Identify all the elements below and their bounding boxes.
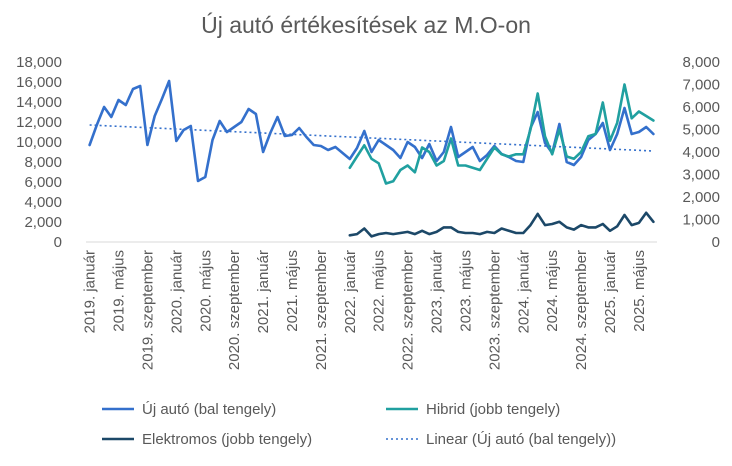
y-left-tick-label: 0 <box>54 234 62 251</box>
x-tick-label: 2021. május <box>284 250 301 332</box>
legend-label: Linear (Új autó (bal tengely)) <box>426 431 616 448</box>
x-tick-label: 2024. január <box>515 250 532 333</box>
x-tick-label: 2023. május <box>457 250 474 332</box>
y-left-tick-label: 10,000 <box>16 134 62 151</box>
y-left-tick-label: 14,000 <box>16 94 62 111</box>
x-tick-label: 2022. január <box>342 250 359 333</box>
series-line-uj-auto <box>88 79 655 183</box>
y-right-tick-label: 1,000 <box>682 212 720 229</box>
x-tick-label: 2023. szeptember <box>486 250 503 370</box>
x-tick-label: 2024. szeptember <box>573 250 590 370</box>
y-right-tick-label: 7,000 <box>682 77 720 94</box>
legend-label: Elektromos (jobb tengely) <box>142 431 312 448</box>
x-tick-label: 2024. május <box>544 250 561 332</box>
x-tick-label: 2019. január <box>82 250 99 333</box>
y-right-tick-label: 5,000 <box>682 122 720 139</box>
x-tick-label: 2022. május <box>371 250 388 332</box>
y-right-tick-label: 8,000 <box>682 54 720 71</box>
x-tick-label: 2021. szeptember <box>313 250 330 370</box>
x-tick-label: 2019. május <box>111 250 128 332</box>
x-tick-label: 2019. szeptember <box>139 250 156 370</box>
y-left-tick-label: 8,000 <box>24 154 62 171</box>
y-right-tick-label: 0 <box>712 234 720 251</box>
y-right-tick-label: 6,000 <box>682 99 720 116</box>
x-tick-label: 2020. szeptember <box>226 250 243 370</box>
x-tick-label: 2025. január <box>602 250 619 333</box>
y-right-tick-label: 3,000 <box>682 167 720 184</box>
chart-title: Új autó értékesítések az M.O-on <box>201 12 531 38</box>
series-line-hibrid <box>348 83 655 185</box>
legend-label: Új autó (bal tengely) <box>142 401 276 418</box>
y-right-tick-label: 4,000 <box>682 144 720 161</box>
legend-label: Hibrid (jobb tengely) <box>426 401 560 418</box>
y-left-tick-label: 2,000 <box>24 214 62 231</box>
y-left-tick-label: 4,000 <box>24 194 62 211</box>
x-tick-label: 2020. május <box>197 250 214 332</box>
y-left-tick-label: 6,000 <box>24 174 62 191</box>
x-tick-label: 2021. január <box>255 250 272 333</box>
x-tick-label: 2025. május <box>631 250 648 332</box>
y-right-tick-label: 2,000 <box>682 189 720 206</box>
trend-line <box>89 124 654 152</box>
y-left-tick-label: 16,000 <box>16 74 62 91</box>
x-tick-label: 2023. január <box>429 250 446 333</box>
y-left-tick-label: 12,000 <box>16 114 62 131</box>
series-line-elektromos <box>348 211 655 238</box>
x-tick-label: 2020. január <box>168 250 185 333</box>
y-left-tick-label: 18,000 <box>16 54 62 71</box>
x-tick-label: 2022. szeptember <box>400 250 417 370</box>
